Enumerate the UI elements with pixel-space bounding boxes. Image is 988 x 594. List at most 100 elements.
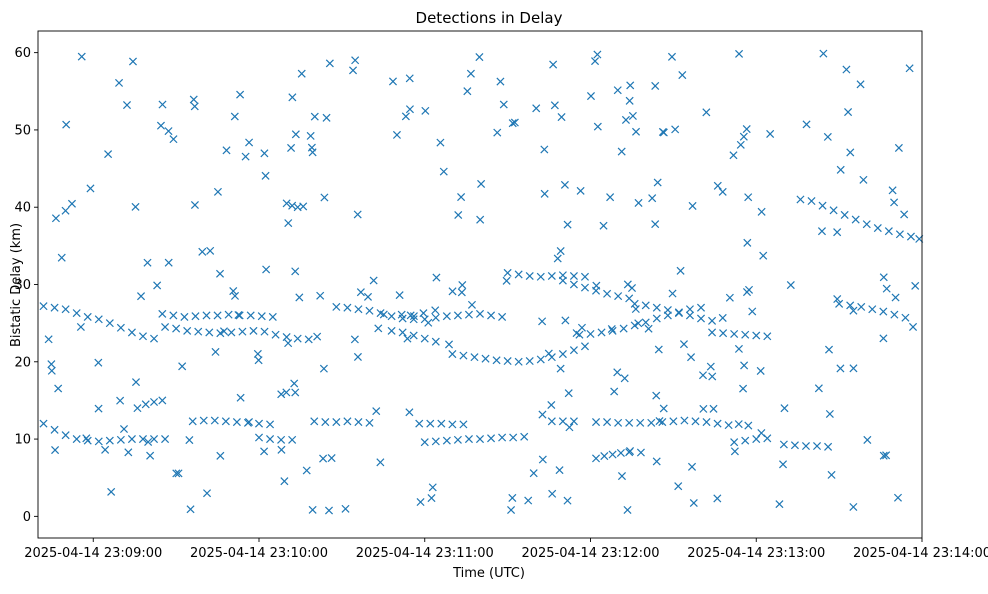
data-point <box>260 447 269 456</box>
data-point <box>730 329 739 338</box>
data-point <box>236 393 245 402</box>
data-point <box>232 418 241 427</box>
data-point <box>421 106 430 115</box>
data-point <box>299 202 308 211</box>
data-point <box>475 435 485 444</box>
data-point <box>801 442 810 451</box>
data-point <box>253 349 262 358</box>
data-point <box>319 454 328 463</box>
data-point <box>536 272 545 281</box>
x-tick-label: 2025-04-14 23:12:00 <box>521 546 659 561</box>
data-point <box>905 64 914 73</box>
data-point <box>249 326 258 335</box>
data-point <box>894 143 903 152</box>
data-point <box>833 228 842 237</box>
data-point <box>882 284 891 293</box>
data-point <box>708 372 717 381</box>
data-point <box>599 221 608 230</box>
data-point <box>353 210 362 219</box>
data-point <box>569 280 578 289</box>
data-point <box>194 327 203 336</box>
data-point <box>775 500 784 509</box>
data-point <box>613 368 622 377</box>
data-point <box>616 448 625 458</box>
data-point <box>387 326 396 335</box>
data-point <box>459 420 468 429</box>
data-point <box>47 360 56 369</box>
data-point <box>153 281 162 290</box>
data-point <box>61 305 70 314</box>
data-point <box>365 306 374 315</box>
data-point <box>744 421 753 430</box>
data-point <box>859 175 868 184</box>
data-point <box>409 312 418 321</box>
data-point <box>613 86 622 95</box>
data-point <box>577 323 586 332</box>
y-tick-label: 50 <box>14 123 31 138</box>
data-point <box>603 289 612 298</box>
x-tick-label: 2025-04-14 23:10:00 <box>190 546 328 561</box>
data-point <box>343 303 352 312</box>
data-point <box>122 101 132 110</box>
data-point <box>631 127 641 136</box>
data-point <box>291 388 300 397</box>
data-point <box>76 322 85 332</box>
data-point <box>636 418 645 427</box>
data-point <box>431 337 440 346</box>
data-point <box>295 293 304 302</box>
data-point <box>895 230 904 239</box>
data-point <box>387 312 396 321</box>
data-point <box>586 92 596 101</box>
data-point <box>185 436 194 445</box>
data-point <box>172 324 181 333</box>
data-point <box>699 404 708 413</box>
data-point <box>593 50 602 59</box>
data-point <box>550 101 559 110</box>
data-point <box>547 417 556 426</box>
data-point <box>553 254 562 263</box>
data-point <box>740 361 749 370</box>
y-tick-label: 40 <box>14 201 31 216</box>
data-point <box>297 69 306 78</box>
data-point <box>856 80 865 89</box>
data-point <box>498 312 507 321</box>
data-point <box>651 220 660 229</box>
data-point <box>178 362 187 371</box>
data-point <box>82 434 91 443</box>
data-point <box>569 271 578 281</box>
data-point <box>241 152 250 161</box>
data-point <box>57 253 66 262</box>
data-point <box>51 446 60 455</box>
data-point <box>863 435 872 444</box>
data-point <box>224 310 233 319</box>
data-point <box>261 171 270 180</box>
data-point <box>325 59 334 68</box>
data-point <box>150 334 159 343</box>
data-point <box>597 328 606 337</box>
data-point <box>437 419 446 428</box>
data-point <box>679 340 688 349</box>
data-point <box>290 379 299 388</box>
data-point <box>900 210 909 219</box>
data-point <box>158 309 167 318</box>
x-tick-label: 2025-04-14 23:11:00 <box>356 546 494 561</box>
data-point <box>508 119 517 128</box>
data-point <box>354 305 363 314</box>
data-point <box>50 303 59 312</box>
data-point <box>116 435 125 444</box>
data-point <box>674 482 683 491</box>
data-point <box>606 193 615 202</box>
data-point <box>288 93 297 102</box>
data-point <box>827 470 836 479</box>
data-point <box>739 384 748 393</box>
data-point <box>735 49 744 58</box>
data-point <box>432 273 441 282</box>
data-point <box>475 309 485 318</box>
data-point <box>669 417 678 426</box>
data-point <box>503 268 512 277</box>
data-point <box>141 400 150 409</box>
data-point <box>188 417 197 426</box>
data-point <box>744 193 753 202</box>
data-point <box>499 100 508 109</box>
data-point <box>873 224 882 233</box>
